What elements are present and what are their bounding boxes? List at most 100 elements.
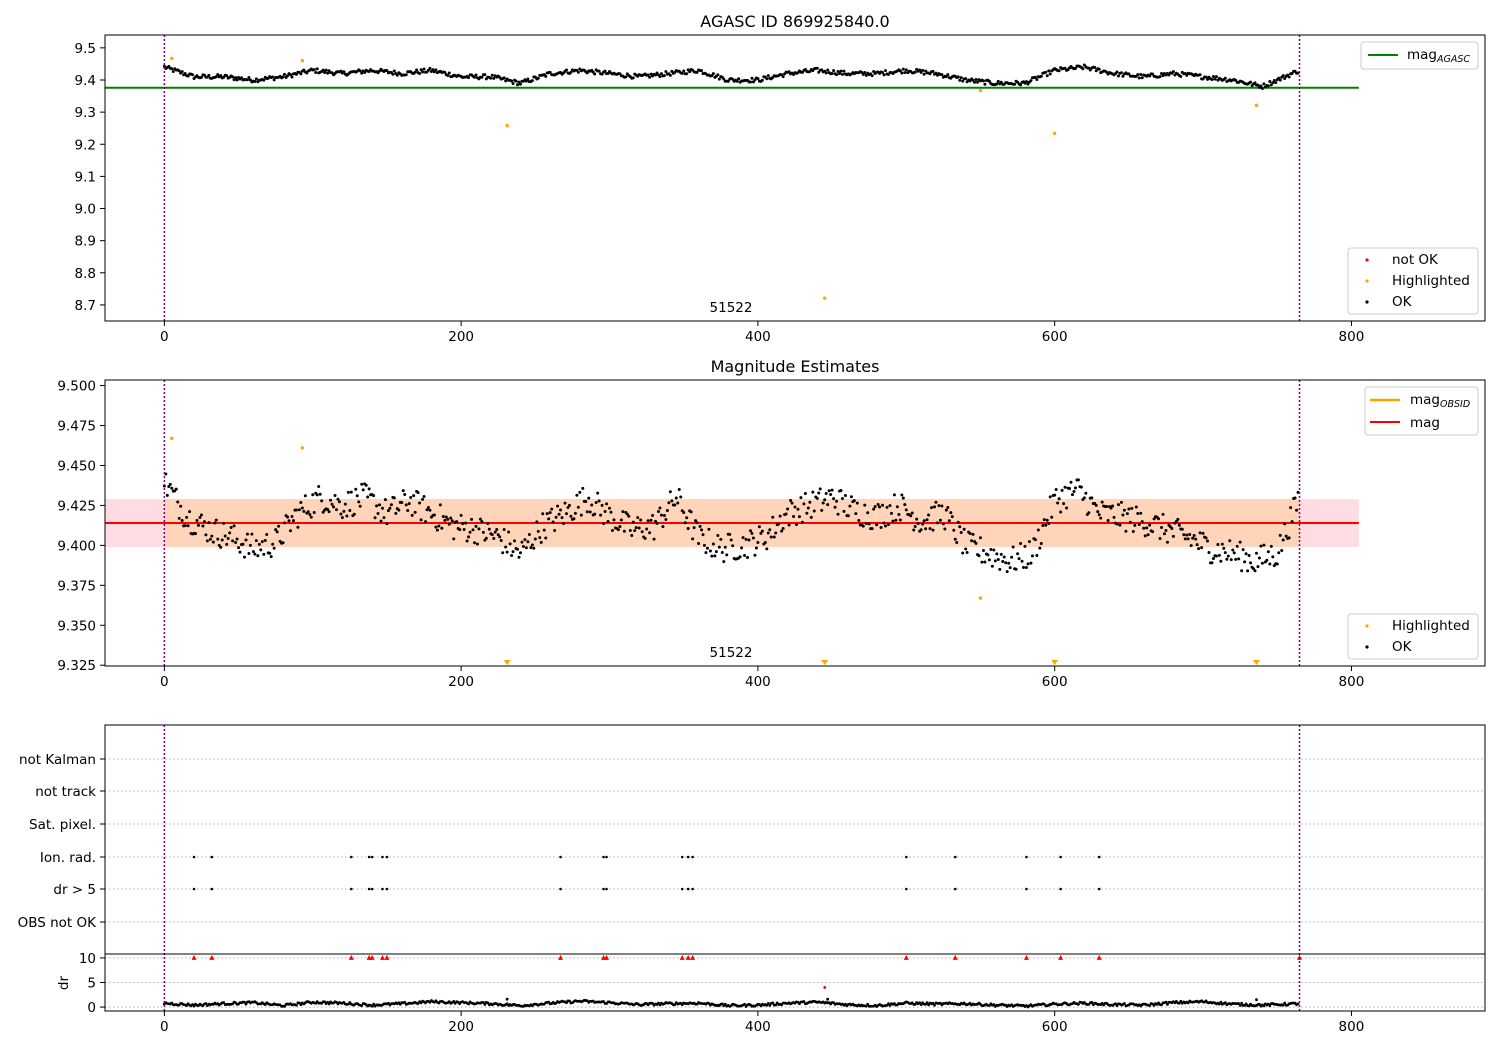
dr-gt-5-flag-point <box>691 887 694 891</box>
ok-point <box>539 540 543 544</box>
ok-point <box>532 546 536 550</box>
ok-point <box>180 70 184 74</box>
ok-point <box>895 505 899 509</box>
ok-point <box>380 506 384 510</box>
ok-point <box>843 494 847 498</box>
ok-point <box>944 75 948 79</box>
ok-point <box>1029 561 1033 565</box>
ok-point <box>1048 495 1052 499</box>
ok-point <box>1271 555 1275 559</box>
ok-point <box>1266 550 1270 554</box>
ok-point <box>564 68 568 72</box>
ok-point <box>480 75 484 79</box>
ok-point <box>355 494 359 498</box>
ok-point <box>995 82 999 86</box>
flag-row-label: dr > 5 <box>53 882 96 898</box>
legend-mag-agasc-label: magAGASC <box>1407 47 1470 65</box>
ok-point <box>332 505 336 509</box>
ok-point <box>1044 70 1048 74</box>
ok-point <box>194 532 198 536</box>
ok-point <box>931 69 935 73</box>
ok-point <box>253 552 257 556</box>
agasc-panel-title: AGASC ID 869925840.0 <box>700 12 889 31</box>
ok-point <box>208 537 212 541</box>
ok-point <box>234 541 238 545</box>
ok-point <box>981 79 985 83</box>
ok-point <box>1160 526 1164 530</box>
ok-point <box>530 79 534 83</box>
ok-point <box>288 73 292 77</box>
y-tick-label: 9.450 <box>57 458 96 474</box>
ok-point <box>388 506 392 510</box>
ok-point <box>818 487 822 491</box>
ok-point <box>272 546 276 550</box>
ok-point <box>527 533 531 537</box>
ok-point <box>792 515 796 519</box>
dr-point <box>766 1002 770 1005</box>
dr-point <box>360 1004 364 1008</box>
ok-point <box>1287 75 1291 79</box>
ok-point <box>698 524 702 528</box>
ok-point <box>740 546 744 550</box>
ok-point <box>1151 72 1155 76</box>
ok-point <box>1148 74 1152 78</box>
ok-point <box>830 72 834 76</box>
ok-point <box>1207 550 1211 554</box>
dr-outlier-point <box>823 986 827 989</box>
ok-point <box>290 515 294 519</box>
ok-point <box>1131 530 1135 534</box>
ok-point <box>400 500 404 504</box>
dr-point <box>1268 1004 1272 1008</box>
ok-point <box>418 71 422 75</box>
ion-rad-flag-point <box>686 855 690 859</box>
ok-point <box>330 502 334 506</box>
ok-point <box>1256 565 1260 569</box>
ok-point <box>1167 73 1171 77</box>
ok-point <box>245 78 249 82</box>
ok-point <box>446 517 450 521</box>
ok-point <box>1024 566 1028 570</box>
ok-point <box>781 526 785 530</box>
x-tick-label: 600 <box>1042 329 1068 345</box>
ok-point <box>836 69 840 73</box>
ok-point <box>894 518 898 522</box>
magnitude-legend-top: magOBSID mag <box>1364 386 1479 436</box>
ok-point <box>309 515 313 519</box>
ok-point <box>1161 512 1165 516</box>
ok-point <box>299 501 303 505</box>
magnitude-axes-frame <box>104 379 1486 667</box>
dr-point <box>657 1001 660 1005</box>
ok-point <box>765 77 769 81</box>
dr-point <box>1090 1000 1094 1004</box>
ok-point <box>186 524 190 528</box>
ok-point <box>1047 69 1051 73</box>
ok-point <box>659 513 663 517</box>
ok-point <box>510 79 514 83</box>
dr-point <box>192 1004 196 1008</box>
ok-point <box>1211 556 1215 560</box>
ok-point <box>556 504 560 508</box>
ok-point <box>769 535 773 539</box>
ok-point <box>956 75 960 79</box>
ok-point <box>713 554 717 558</box>
ok-point <box>1019 83 1023 87</box>
dr-gt-5-flag-point <box>210 887 214 891</box>
magnitude-legend-bottom-frame <box>1347 613 1479 660</box>
ok-point <box>645 527 649 531</box>
ok-point <box>689 510 693 514</box>
ok-point <box>1030 554 1034 558</box>
ok-point <box>931 528 935 532</box>
ok-point <box>551 520 555 524</box>
ok-point <box>790 501 794 505</box>
ok-point <box>256 554 260 558</box>
ok-point <box>544 536 548 540</box>
ok-point <box>824 492 828 496</box>
ok-point <box>606 72 610 76</box>
ok-point <box>447 71 451 75</box>
dr-y-tick-label: 5 <box>87 976 96 992</box>
dr-point <box>1223 1001 1227 1005</box>
ion-rad-flag-point <box>953 855 957 859</box>
ok-point <box>1262 82 1266 86</box>
dr-point <box>1283 1001 1287 1005</box>
flag-row-label: not track <box>35 784 96 800</box>
